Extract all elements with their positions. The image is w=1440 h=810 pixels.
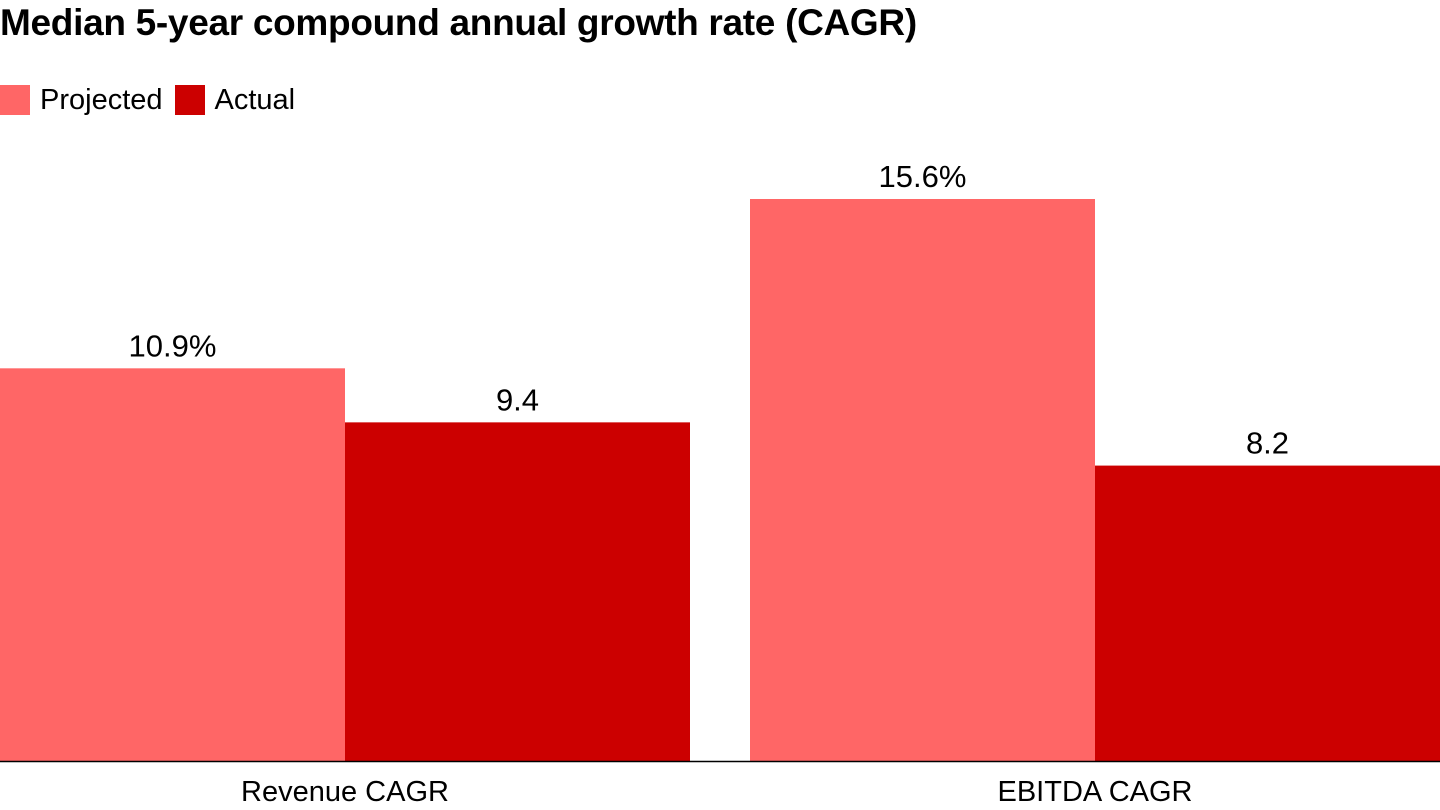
bar-projected-2 (750, 199, 1095, 761)
data-label-actual-2: 8.2 (1246, 426, 1289, 461)
category-label-2: EBITDA CAGR (998, 776, 1193, 808)
bar-actual-2 (1095, 465, 1440, 761)
legend-label-projected: Projected (40, 83, 163, 116)
data-label-projected-1: 10.9% (129, 328, 217, 363)
legend-swatch-projected (0, 85, 30, 115)
legend-item-projected: Projected (0, 84, 163, 117)
bar-projected-1 (0, 368, 345, 761)
chart-title: Median 5-year compound annual growth rat… (0, 2, 917, 43)
category-label-1: Revenue CAGR (241, 776, 449, 808)
legend-swatch-actual (174, 85, 205, 115)
data-label-actual-1: 9.4 (496, 382, 539, 417)
data-label-projected-2: 15.6% (879, 159, 967, 194)
legend-item-actual: Actual (174, 83, 296, 117)
legend-label-actual: Actual (214, 83, 296, 116)
legend: Projected Actual (0, 80, 307, 120)
bar-actual-1 (345, 422, 690, 761)
